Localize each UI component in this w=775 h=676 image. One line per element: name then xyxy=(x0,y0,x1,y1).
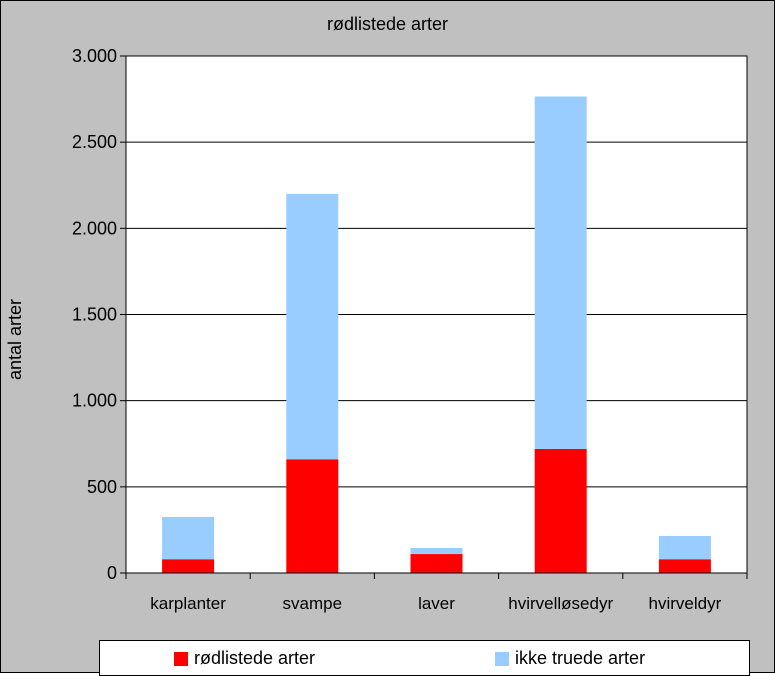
y-tick-label: 1.000 xyxy=(72,391,117,411)
legend-swatch-lightblue xyxy=(495,651,509,666)
bar-ikke-truede xyxy=(410,548,463,555)
legend-swatch-red xyxy=(174,651,188,666)
bar-roedlistede xyxy=(658,559,711,573)
x-tick-label: svampe xyxy=(283,594,343,613)
legend-item-roedlistede: rødlistede arter xyxy=(174,648,315,669)
y-tick-label: 1.500 xyxy=(72,305,117,325)
legend: rødlistede arter ikke truede arter xyxy=(99,640,750,676)
y-tick-label: 0 xyxy=(107,563,117,583)
bar-ikke-truede xyxy=(534,96,587,449)
bar-roedlistede xyxy=(286,459,339,573)
bar-ikke-truede xyxy=(162,516,215,560)
bar-ikke-truede xyxy=(286,193,339,460)
bar-roedlistede xyxy=(410,554,463,573)
legend-label: ikke truede arter xyxy=(515,648,646,668)
x-tick-label: hvirveldyr xyxy=(649,594,722,613)
bar-roedlistede xyxy=(162,559,215,573)
legend-item-ikke-truede: ikke truede arter xyxy=(495,648,645,669)
y-tick-label: 500 xyxy=(87,477,117,497)
bar-roedlistede xyxy=(534,448,587,573)
y-tick-label: 3.000 xyxy=(72,46,117,66)
chart-title: rødlistede arter xyxy=(326,14,449,34)
y-tick-label: 2.000 xyxy=(72,218,117,238)
x-tick-label: laver xyxy=(418,594,455,613)
x-tick-label: hvirvelløsedyr xyxy=(508,594,613,613)
y-tick-label: 2.500 xyxy=(72,132,117,152)
x-tick-label: karplanter xyxy=(150,594,226,613)
bar-ikke-truede xyxy=(658,535,711,560)
legend-label: rødlistede arter xyxy=(194,648,316,668)
